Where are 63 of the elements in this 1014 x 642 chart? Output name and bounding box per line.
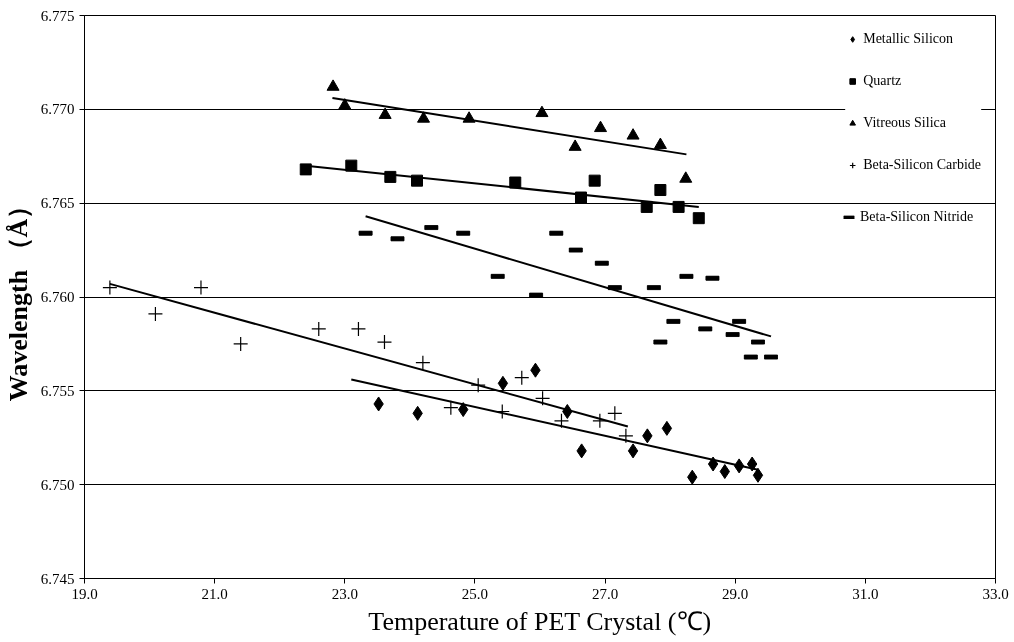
point xyxy=(574,191,587,204)
y-tick-label: 6.760 xyxy=(40,289,75,305)
point xyxy=(594,120,608,133)
y-tick-label: 6.750 xyxy=(40,476,75,493)
point xyxy=(497,375,509,391)
point xyxy=(509,176,522,189)
point xyxy=(588,174,601,187)
x-axis-title: Temperature of PET Crystal (℃) xyxy=(368,606,712,636)
point xyxy=(350,321,367,337)
legend-label: Quartz xyxy=(863,73,902,89)
y-tick-label: 6.770 xyxy=(40,101,75,118)
point xyxy=(679,171,693,183)
point xyxy=(752,467,764,483)
point xyxy=(535,390,551,406)
point xyxy=(415,355,431,371)
point xyxy=(378,107,392,119)
point xyxy=(535,105,549,118)
point xyxy=(607,405,623,421)
x-tick-label: 19.0 xyxy=(71,585,98,602)
point xyxy=(147,306,164,322)
point xyxy=(553,413,570,429)
point xyxy=(746,456,758,472)
point xyxy=(592,413,608,429)
point xyxy=(326,79,340,91)
x-tick-label: 25.0 xyxy=(461,585,489,602)
legend-label: Vitreous Silica xyxy=(863,115,946,131)
point xyxy=(233,336,249,352)
point xyxy=(345,159,358,172)
y-tick-label: 6.775 xyxy=(40,7,75,24)
point xyxy=(654,184,667,197)
point xyxy=(661,420,673,436)
point xyxy=(568,139,582,151)
point xyxy=(618,428,634,444)
y-axis-title: Wavelength （Å） xyxy=(3,192,33,402)
point xyxy=(653,137,667,149)
point xyxy=(443,400,459,416)
point xyxy=(672,200,685,213)
point xyxy=(411,174,424,187)
point xyxy=(514,370,530,386)
point xyxy=(102,280,118,296)
point xyxy=(299,163,312,176)
x-tick-label: 33.0 xyxy=(982,585,1009,602)
point xyxy=(626,128,640,140)
x-tick-label: 29.0 xyxy=(722,585,749,602)
x-tick-label: 23.0 xyxy=(331,585,358,602)
legend-label: Metallic Silicon xyxy=(863,31,954,47)
legend-label: Beta-Silicon Carbide xyxy=(863,157,981,173)
point xyxy=(707,456,719,472)
legend-label: Beta-Silicon Nitride xyxy=(860,208,974,225)
point xyxy=(470,377,486,393)
x-tick-label: 31.0 xyxy=(852,585,879,602)
point xyxy=(193,280,209,296)
y-tick-label: 6.745 xyxy=(40,570,75,587)
point xyxy=(417,111,431,123)
point xyxy=(376,334,393,350)
point xyxy=(692,212,705,225)
point xyxy=(311,321,327,337)
x-tick-label: 27.0 xyxy=(591,585,619,602)
y-tick-label: 6.765 xyxy=(40,195,75,212)
y-tick-label: 6.755 xyxy=(40,382,75,399)
x-tick-label: 21.0 xyxy=(201,585,228,602)
point xyxy=(627,443,639,459)
point xyxy=(338,98,352,110)
